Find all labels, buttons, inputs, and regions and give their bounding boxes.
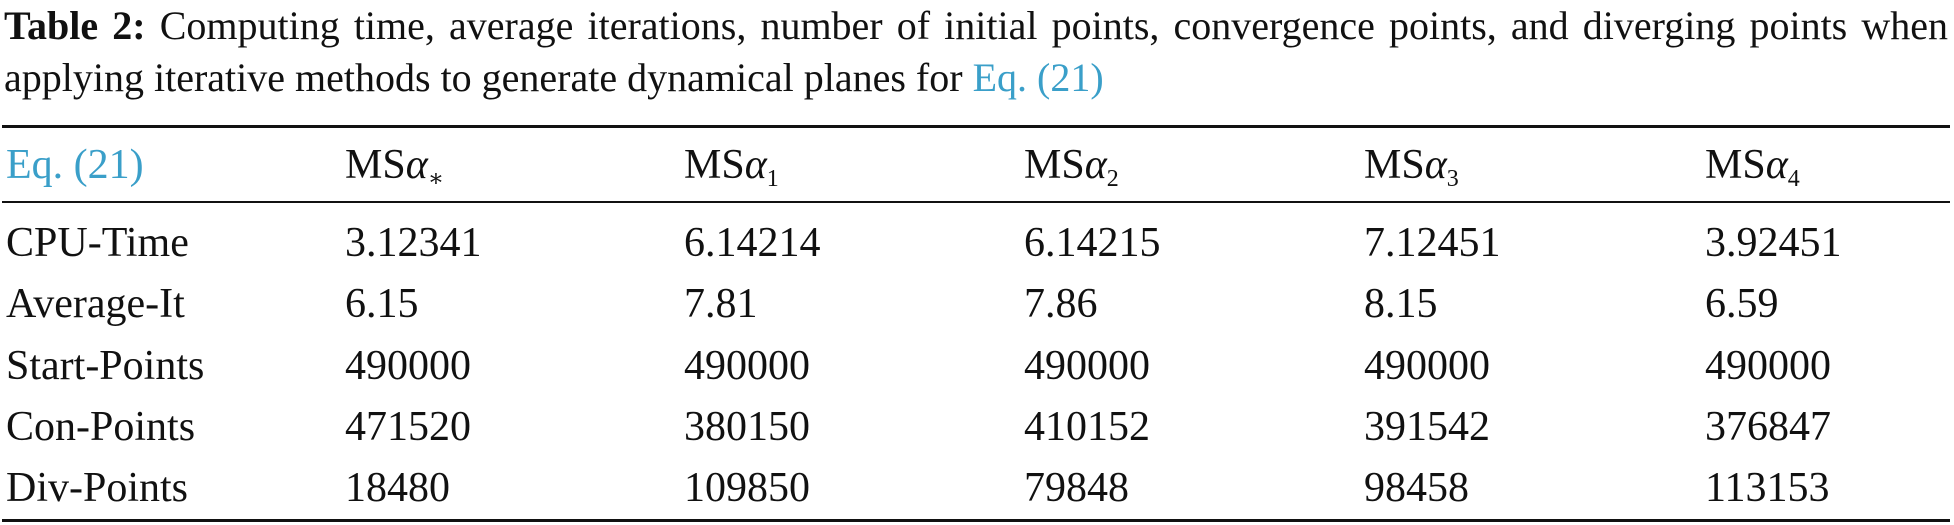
caption-link[interactable]: Eq. (21) (972, 55, 1104, 100)
table-cell: 8.15 (1364, 281, 1438, 328)
header-symbol: α (1084, 142, 1107, 188)
caption-label: Table 2: (4, 3, 146, 48)
row-label: Average-It (6, 281, 185, 328)
row-label: Div-Points (6, 465, 189, 512)
table-caption: Table 2: Computing time, average iterati… (4, 0, 1948, 104)
table-cell: 471520 (345, 403, 471, 450)
header-subscript: ∗ (427, 166, 445, 192)
table-cell: 490000 (1705, 342, 1831, 389)
header-symbol: α (1424, 142, 1447, 188)
header-symbol: α (744, 142, 767, 188)
header-cell: MSα1 (684, 140, 779, 204)
table-cell: 490000 (684, 342, 810, 389)
header-text: MS (345, 142, 406, 188)
table-cell: 410152 (1024, 403, 1150, 450)
table-cell: 113153 (1705, 465, 1830, 512)
table-cell: 109850 (684, 465, 810, 512)
table-cell: 3.12341 (345, 220, 482, 266)
table-cell: 7.81 (684, 281, 758, 328)
table-cell: 79848 (1024, 465, 1129, 512)
header-symbol: α (405, 142, 428, 188)
table-cell: 98458 (1364, 465, 1469, 512)
header-cell: MSα2 (1024, 140, 1119, 204)
header-cell: MSα4 (1705, 140, 1800, 204)
header-text: MS (1024, 142, 1085, 188)
header-symbol: α (1765, 142, 1788, 188)
header-subscript: 1 (766, 166, 779, 192)
header-text: MS (1364, 142, 1425, 188)
header-cell: MSα∗ (345, 140, 444, 204)
header-text: MS (1705, 142, 1766, 188)
table-cell: 6.59 (1705, 281, 1779, 328)
table-cell: 6.14214 (684, 220, 821, 266)
table-cell: 18480 (345, 465, 450, 512)
row-label: Con-Points (6, 403, 196, 450)
header-subscript: 4 (1787, 166, 1800, 192)
table-cell: 6.15 (345, 281, 419, 328)
header-cell: Eq. (21) (6, 140, 144, 190)
row-label: CPU-Time (6, 220, 189, 266)
header-rule (2, 201, 1950, 203)
table-cell: 490000 (345, 342, 471, 389)
header-cell: MSα3 (1364, 140, 1459, 204)
table-cell: 376847 (1705, 403, 1831, 450)
table-cell: 380150 (684, 403, 810, 450)
table-cell: 3.92451 (1705, 220, 1842, 266)
table-cell: 490000 (1364, 342, 1490, 389)
header-subscript: 3 (1446, 166, 1459, 192)
header-subscript: 2 (1106, 166, 1119, 192)
table-cell: 391542 (1364, 403, 1490, 450)
table-cell: 6.14215 (1024, 220, 1161, 266)
table-cell: 7.86 (1024, 281, 1098, 328)
row-label: Start-Points (6, 342, 205, 389)
bottom-rule (2, 519, 1950, 522)
header-text: MS (684, 142, 745, 188)
caption-text: Computing time, average iterations, numb… (4, 3, 1949, 100)
header-text[interactable]: Eq. (21) (6, 142, 144, 188)
table-cell: 490000 (1024, 342, 1150, 389)
top-rule (2, 125, 1950, 128)
table-cell: 7.12451 (1364, 220, 1501, 266)
